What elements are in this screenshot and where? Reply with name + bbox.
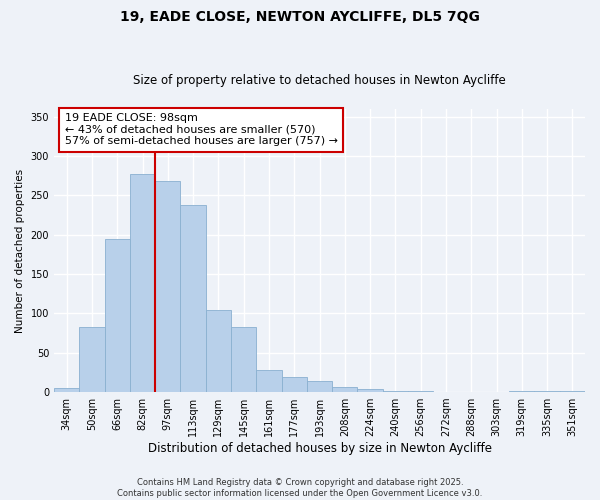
Bar bbox=[281, 377, 307, 392]
X-axis label: Distribution of detached houses by size in Newton Aycliffe: Distribution of detached houses by size … bbox=[148, 442, 491, 455]
Bar bbox=[130, 174, 155, 392]
Title: Size of property relative to detached houses in Newton Aycliffe: Size of property relative to detached ho… bbox=[133, 74, 506, 87]
Bar bbox=[332, 386, 358, 392]
Bar bbox=[383, 390, 408, 392]
Text: 19, EADE CLOSE, NEWTON AYCLIFFE, DL5 7QG: 19, EADE CLOSE, NEWTON AYCLIFFE, DL5 7QG bbox=[120, 10, 480, 24]
Text: Contains HM Land Registry data © Crown copyright and database right 2025.
Contai: Contains HM Land Registry data © Crown c… bbox=[118, 478, 482, 498]
Text: 19 EADE CLOSE: 98sqm
← 43% of detached houses are smaller (570)
57% of semi-deta: 19 EADE CLOSE: 98sqm ← 43% of detached h… bbox=[65, 113, 338, 146]
Bar bbox=[206, 310, 231, 392]
Y-axis label: Number of detached properties: Number of detached properties bbox=[15, 168, 25, 332]
Bar bbox=[181, 205, 206, 392]
Bar bbox=[104, 238, 130, 392]
Bar bbox=[54, 388, 79, 392]
Bar bbox=[256, 370, 281, 392]
Bar bbox=[155, 182, 181, 392]
Bar bbox=[231, 327, 256, 392]
Bar bbox=[358, 389, 383, 392]
Bar bbox=[307, 381, 332, 392]
Bar bbox=[79, 327, 104, 392]
